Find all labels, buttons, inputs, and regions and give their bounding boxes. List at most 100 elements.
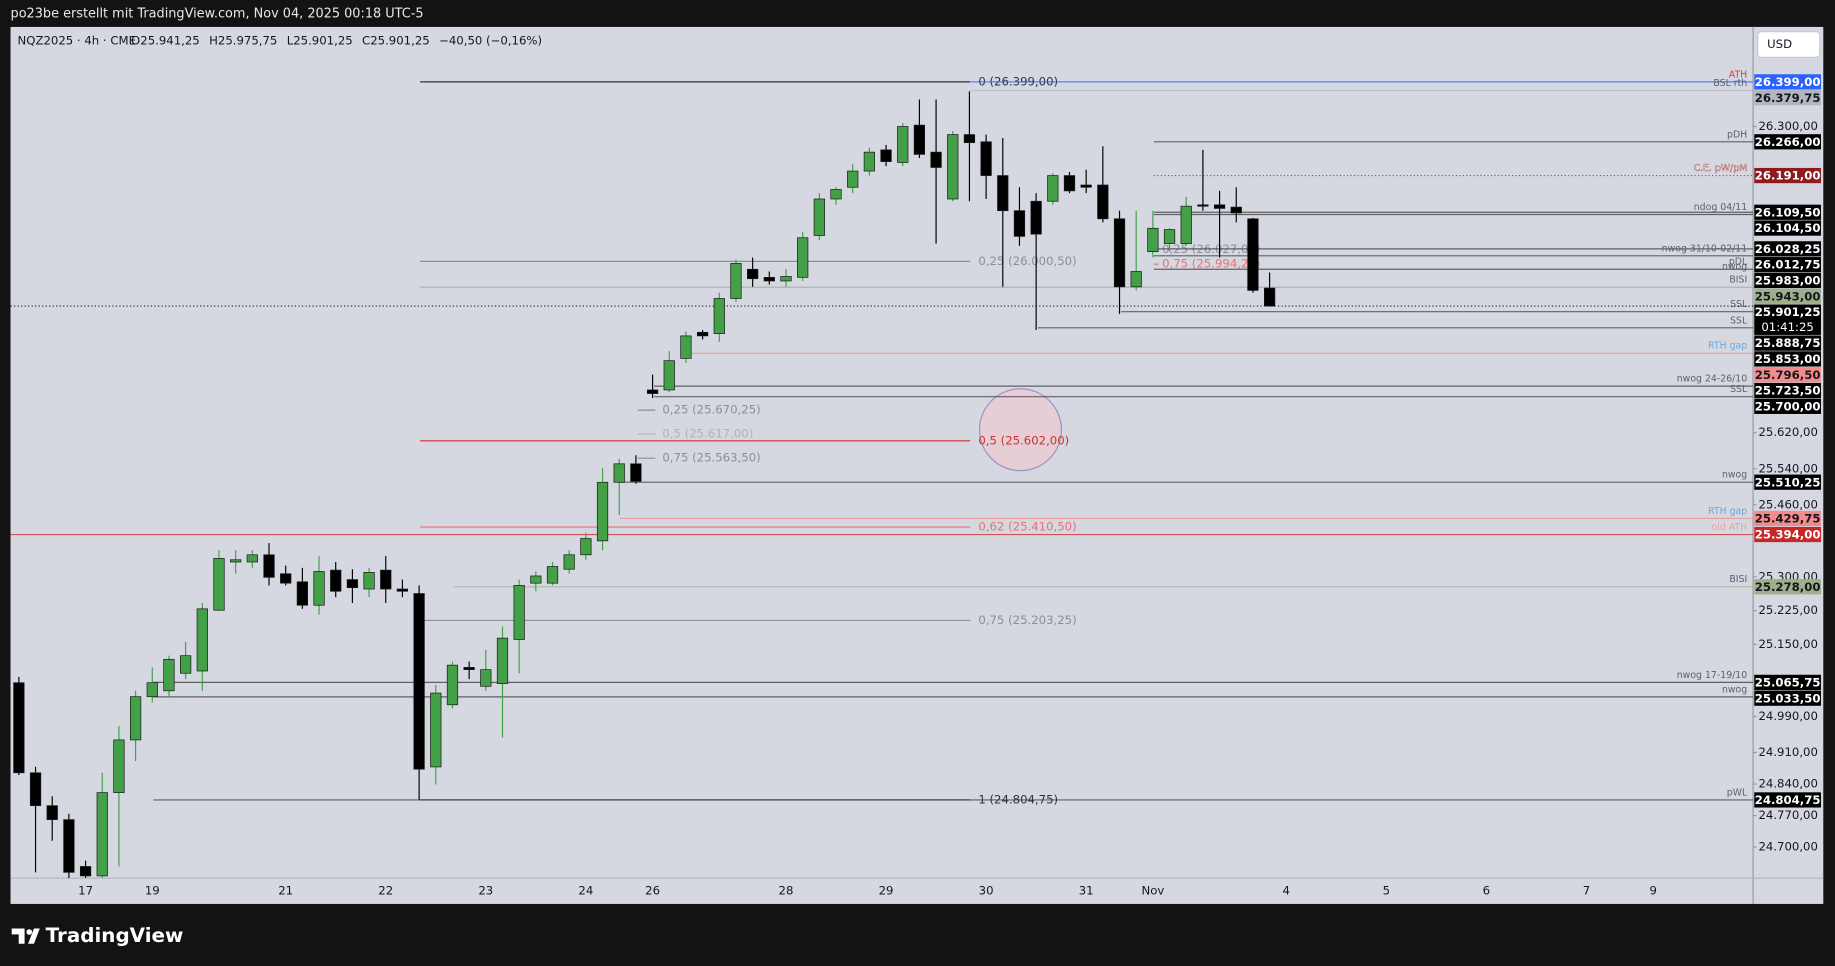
level-name: BISI (1729, 275, 1747, 286)
price-badge-label: 25.901,25 (1755, 305, 1821, 319)
y-tick-label: 25.540,00 (1758, 461, 1817, 475)
candle-body (480, 669, 492, 687)
candle-body (897, 126, 909, 163)
level-name: BSL rth (1713, 78, 1747, 89)
candle-body (413, 593, 425, 770)
candle-body (263, 554, 275, 578)
price-badge (1754, 690, 1821, 706)
x-tick-label: Nov (1141, 884, 1164, 898)
currency[interactable]: USD (1767, 37, 1792, 51)
x-tick-label: 23 (478, 884, 493, 898)
candle-body (813, 198, 825, 236)
candle-body (596, 481, 609, 542)
price-badge (1754, 90, 1821, 106)
candle-body (997, 175, 1009, 212)
level-name: BISI (1729, 574, 1747, 585)
candle-body (630, 463, 642, 482)
level-name: nwog 17-19/10 (1677, 670, 1748, 681)
candle-body (1030, 200, 1042, 235)
fib-label: 0,25 (26.000,50) (978, 254, 1076, 268)
currency-button[interactable] (1757, 31, 1821, 58)
y-tick-label: 24.840,00 (1758, 777, 1817, 791)
fib-label: 0,75 (25.994,25) (1162, 257, 1260, 271)
price-badge-label: 26.399,00 (1755, 75, 1821, 89)
candle-body (13, 682, 25, 774)
fib-label: 0,75 (25.563,50) (662, 451, 760, 465)
candle-body (330, 569, 342, 592)
candle-body (947, 134, 959, 200)
candle-body (780, 276, 792, 282)
ohlc-field: −40,50 (−0,16%) (439, 33, 542, 47)
candle-body (663, 360, 675, 391)
legend: NQZ2025 · 4h · CME O25.941,25 H25.975,75 L… (18, 33, 543, 47)
candle-body (313, 571, 325, 606)
price-badge (1754, 510, 1821, 527)
price-badge (1754, 257, 1821, 273)
y-tick-label: 25.620,00 (1758, 425, 1817, 439)
candle-body (613, 463, 625, 483)
fib-label: 0,5 (25.602,00) (978, 433, 1069, 447)
price-badge (1754, 398, 1821, 414)
fib-label: 0,25 (25.670,25) (662, 403, 760, 417)
ohlc-field: H25.975,75 (209, 33, 277, 47)
candle-body (863, 151, 875, 172)
candle-body (163, 658, 175, 692)
ohlc-field: O25.941,25 (131, 33, 200, 47)
candle-body (963, 134, 976, 144)
candle-body (1230, 206, 1242, 214)
fib-label: 0,75 (25.203,25) (978, 613, 1076, 627)
price-badge-label: 25.943,00 (1755, 289, 1821, 303)
level-name: C.E. pW/pM (1693, 163, 1747, 174)
candle-body (230, 559, 242, 563)
candle-body (1213, 204, 1226, 209)
level-name: RTH gap (1708, 341, 1747, 352)
x-tick-label: 6 (1483, 884, 1490, 898)
level-name: nwog 31/10-02/11 (1662, 243, 1748, 254)
price-badge (1754, 74, 1821, 90)
x-tick-label: 4 (1283, 884, 1290, 898)
ohlc-field: L25.901,25 (287, 33, 353, 47)
price-badge-label: 26.028,25 (1755, 242, 1821, 256)
price-badge-label: 25.983,00 (1755, 274, 1821, 288)
candle-body (296, 581, 308, 606)
candle-body (913, 124, 926, 155)
price-badge (1754, 167, 1821, 184)
level-name: SSL (1730, 315, 1748, 326)
price-badge (1754, 304, 1821, 335)
x-tick-label: 19 (145, 884, 160, 898)
x-tick-label: 9 (1649, 884, 1656, 898)
price-badge-label: 26.012,75 (1755, 258, 1821, 272)
price-badge (1754, 367, 1821, 383)
level-name: RTH gap (1708, 506, 1747, 517)
level-name: nwog (1722, 261, 1747, 272)
candle-body (1047, 175, 1059, 202)
x-tick-label: 24 (578, 884, 593, 898)
level-name: pWL (1727, 787, 1748, 798)
candle-body (530, 575, 542, 584)
price-badge-label: 25.888,75 (1755, 336, 1821, 350)
x-tick-label: 26 (645, 884, 660, 898)
x-tick-label: 7 (1583, 884, 1590, 898)
candle-body (1097, 184, 1109, 220)
x-tick-label: 17 (78, 884, 93, 898)
candle-body (797, 237, 809, 278)
candle-body (513, 585, 525, 640)
price-badge (1754, 272, 1821, 289)
price-badge-label: 26.379,75 (1755, 91, 1821, 105)
candle-body (380, 569, 392, 590)
price-badge-label: 24.804,75 (1755, 793, 1821, 807)
y-tick-label: 24.770,00 (1758, 808, 1817, 822)
price-badge-label: 25.429,75 (1755, 512, 1821, 526)
price-badge (1754, 792, 1821, 808)
x-tick-label: 28 (779, 884, 794, 898)
candle-body (680, 335, 692, 359)
price-badge (1754, 220, 1821, 236)
price-badge (1754, 335, 1821, 351)
price-badge-label: 26.191,00 (1755, 169, 1821, 183)
highlight-circle (978, 388, 1063, 472)
price-axis: 26.300,00 25.620,00 25.540,00 25.460,00 25.3… (1753, 74, 1821, 854)
countdown: 01:41:25 (1761, 320, 1813, 334)
brand: TradingView (46, 924, 184, 947)
candle-body (1247, 218, 1259, 291)
candle-body (280, 573, 292, 584)
